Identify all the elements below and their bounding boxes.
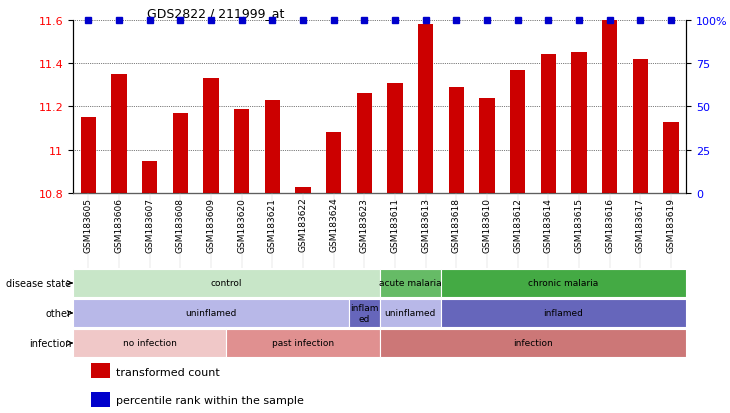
Text: infection: infection — [513, 339, 553, 348]
Text: GSM183616: GSM183616 — [605, 197, 614, 252]
Bar — [418, 25, 434, 194]
Text: GSM183605: GSM183605 — [84, 197, 93, 252]
Text: GSM183618: GSM183618 — [452, 197, 461, 252]
Bar — [510, 70, 526, 194]
Text: infection: infection — [29, 338, 72, 348]
Text: other: other — [45, 308, 72, 318]
FancyBboxPatch shape — [441, 299, 686, 328]
Bar — [111, 75, 127, 194]
Text: disease state: disease state — [7, 278, 72, 288]
Text: control: control — [210, 279, 242, 288]
Bar — [80, 118, 96, 194]
FancyBboxPatch shape — [380, 269, 441, 298]
Text: GSM183611: GSM183611 — [391, 197, 399, 252]
Bar — [479, 98, 495, 194]
FancyBboxPatch shape — [73, 329, 226, 358]
Text: uninflamed: uninflamed — [385, 309, 436, 318]
Text: GSM183619: GSM183619 — [666, 197, 675, 252]
Text: GSM183607: GSM183607 — [145, 197, 154, 252]
Bar — [173, 114, 188, 194]
Text: inflamed: inflamed — [544, 309, 583, 318]
Text: GSM183622: GSM183622 — [299, 197, 307, 252]
Bar — [572, 53, 587, 194]
FancyBboxPatch shape — [380, 329, 686, 358]
Text: transformed count: transformed count — [116, 367, 220, 377]
Text: GSM183621: GSM183621 — [268, 197, 277, 252]
Text: GSM183609: GSM183609 — [207, 197, 215, 252]
Text: acute malaria: acute malaria — [379, 279, 442, 288]
Text: inflam
ed: inflam ed — [350, 304, 379, 323]
Bar — [388, 83, 403, 194]
Bar — [664, 122, 679, 194]
Bar — [142, 161, 158, 194]
Bar — [203, 79, 219, 194]
Bar — [326, 133, 342, 194]
Bar — [91, 392, 110, 407]
FancyBboxPatch shape — [73, 299, 349, 328]
Bar — [633, 59, 648, 194]
Text: GSM183608: GSM183608 — [176, 197, 185, 252]
Text: GSM183606: GSM183606 — [115, 197, 123, 252]
Text: GSM183617: GSM183617 — [636, 197, 645, 252]
FancyBboxPatch shape — [441, 269, 686, 298]
Text: GSM183623: GSM183623 — [360, 197, 369, 252]
FancyBboxPatch shape — [73, 269, 380, 298]
Text: no infection: no infection — [123, 339, 177, 348]
Text: GSM183610: GSM183610 — [483, 197, 491, 252]
FancyBboxPatch shape — [380, 299, 441, 328]
Bar — [264, 101, 280, 194]
Bar — [91, 363, 110, 378]
Bar — [602, 21, 618, 194]
Bar — [234, 109, 250, 194]
Text: uninflamed: uninflamed — [185, 309, 237, 318]
Text: GSM183620: GSM183620 — [237, 197, 246, 252]
FancyBboxPatch shape — [226, 329, 380, 358]
Text: GSM183613: GSM183613 — [421, 197, 430, 252]
FancyBboxPatch shape — [349, 299, 380, 328]
Text: GSM183615: GSM183615 — [575, 197, 583, 252]
Bar — [448, 88, 464, 194]
Text: percentile rank within the sample: percentile rank within the sample — [116, 395, 304, 406]
Text: GDS2822 / 211999_at: GDS2822 / 211999_at — [147, 7, 284, 19]
Bar — [295, 187, 311, 194]
Text: past infection: past infection — [272, 339, 334, 348]
Text: GSM183614: GSM183614 — [544, 197, 553, 252]
Bar — [540, 55, 556, 194]
Bar — [357, 94, 372, 194]
Text: chronic malaria: chronic malaria — [529, 279, 599, 288]
Text: GSM183612: GSM183612 — [513, 197, 522, 252]
Text: GSM183624: GSM183624 — [329, 197, 338, 252]
